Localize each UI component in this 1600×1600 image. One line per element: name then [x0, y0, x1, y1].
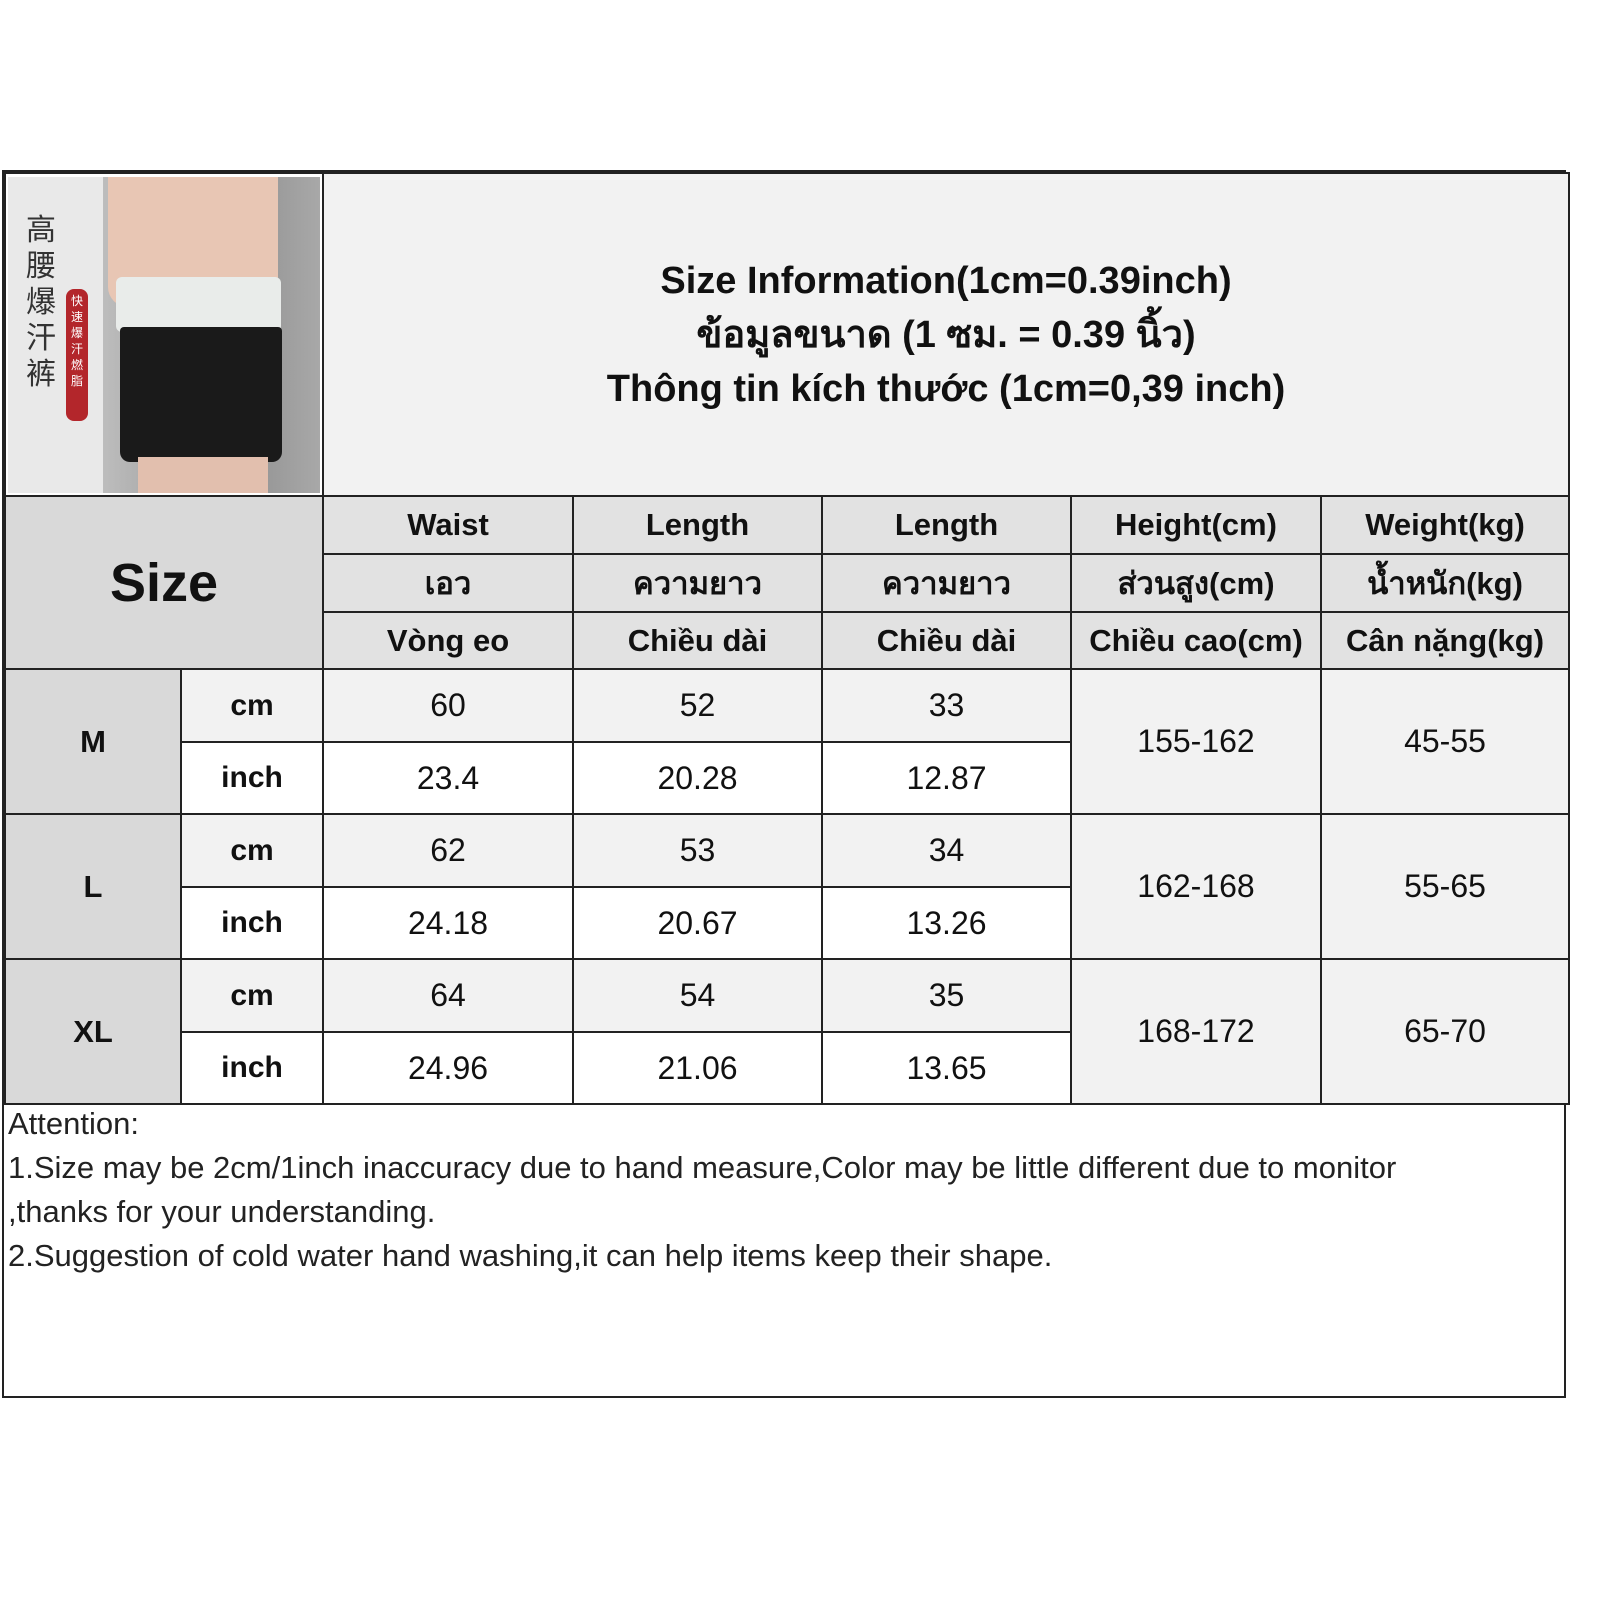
- product-photo-cell: 高腰爆汗裤 快速爆汗燃脂: [4, 172, 324, 497]
- length2-cm: 35: [821, 958, 1072, 1033]
- table-row: XL cm 64 54 35 168-172 65-70: [4, 958, 1571, 1105]
- length2-inch: 12.87: [821, 741, 1072, 815]
- size-chart: 高腰爆汗裤 快速爆汗燃脂 Size Information(1cm=0.39in…: [2, 170, 1571, 1398]
- length-cm: 52: [572, 668, 823, 743]
- col-header-vi: Chiều dài: [572, 611, 823, 670]
- table-row: L cm 62 53 34 162-168 55-65: [4, 813, 1571, 960]
- table-row: M cm 60 52 33 155-162 45-55: [4, 668, 1571, 815]
- col-header-th: เอว: [322, 553, 574, 613]
- col-header-en: Height(cm): [1070, 495, 1322, 555]
- length2-cm: 33: [821, 668, 1072, 743]
- col-header-th: น้ำหนัก(kg): [1319, 553, 1571, 613]
- length2-inch: 13.65: [821, 1031, 1072, 1105]
- col-header-th: ความยาว: [572, 553, 823, 613]
- col-header-th: ส่วนสูง(cm): [1070, 553, 1322, 613]
- attention-line: 1.Size may be 2cm/1inch inaccuracy due t…: [8, 1150, 1397, 1185]
- height-range: 168-172: [1070, 958, 1322, 1105]
- title-cell: Size Information(1cm=0.39inch) ข้อมูลขนา…: [321, 172, 1571, 497]
- waist-inch: 23.4: [322, 741, 574, 815]
- length-inch: 20.28: [572, 741, 823, 815]
- weight-range: 65-70: [1319, 958, 1571, 1105]
- waist-inch: 24.18: [322, 886, 574, 960]
- unit-label: inch: [180, 1031, 324, 1105]
- photo-badge: 快速爆汗燃脂: [66, 288, 88, 421]
- col-header-vi: Chiều cao(cm): [1070, 611, 1322, 670]
- product-photo: 高腰爆汗裤 快速爆汗燃脂: [8, 176, 320, 493]
- table-row: inch 23.4 20.28 12.87: [5, 741, 1569, 815]
- title-th: ข้อมูลขนาด (1 ซม. = 0.39 นิ้ว): [696, 313, 1196, 356]
- attention-notes: Attention: 1.Size may be 2cm/1inch inacc…: [8, 1102, 1396, 1278]
- waist-cm: 64: [322, 958, 574, 1033]
- col-header-en: Length: [821, 495, 1072, 555]
- unit-label: cm: [180, 958, 324, 1033]
- size-label: XL: [4, 958, 182, 1105]
- height-range: 162-168: [1070, 813, 1322, 960]
- size-table: 高腰爆汗裤 快速爆汗燃脂 Size Information(1cm=0.39in…: [4, 172, 1571, 1105]
- unit-label: cm: [180, 813, 324, 888]
- height-range: 155-162: [1070, 668, 1322, 815]
- col-header-th: ความยาว: [821, 553, 1072, 613]
- waist-cm: 60: [322, 668, 574, 743]
- title-en: Size Information(1cm=0.39inch): [660, 259, 1232, 302]
- length-inch: 20.67: [572, 886, 823, 960]
- waist-cm: 62: [322, 813, 574, 888]
- col-header-vi: Cân nặng(kg): [1319, 611, 1571, 670]
- length2-inch: 13.26: [821, 886, 1072, 960]
- length-inch: 21.06: [572, 1031, 823, 1105]
- size-label: L: [4, 813, 182, 960]
- unit-label: inch: [180, 741, 324, 815]
- weight-range: 45-55: [1319, 668, 1571, 815]
- title-vi: Thông tin kích thước (1cm=0,39 inch): [606, 367, 1286, 410]
- length2-cm: 34: [821, 813, 1072, 888]
- length-cm: 54: [572, 958, 823, 1033]
- unit-label: cm: [180, 668, 324, 743]
- waist-inch: 24.96: [322, 1031, 574, 1105]
- photo-chinese-text: 高腰爆汗裤: [26, 213, 56, 391]
- length-cm: 53: [572, 813, 823, 888]
- unit-label: inch: [180, 886, 324, 960]
- attention-line: ,thanks for your understanding.: [8, 1194, 436, 1229]
- col-header-en: Waist: [322, 495, 574, 555]
- table-row: inch 24.18 20.67 13.26: [5, 886, 1569, 960]
- size-header: Size: [4, 495, 324, 670]
- table-row: inch 24.96 21.06 13.65: [5, 1031, 1569, 1105]
- col-header-vi: Chiều dài: [821, 611, 1072, 670]
- attention-line: 2.Suggestion of cold water hand washing,…: [8, 1238, 1053, 1273]
- attention-heading: Attention:: [8, 1106, 139, 1141]
- size-label: M: [4, 668, 182, 815]
- weight-range: 55-65: [1319, 813, 1571, 960]
- col-header-en: Length: [572, 495, 823, 555]
- col-header-en: Weight(kg): [1319, 495, 1571, 555]
- col-header-vi: Vòng eo: [322, 611, 574, 670]
